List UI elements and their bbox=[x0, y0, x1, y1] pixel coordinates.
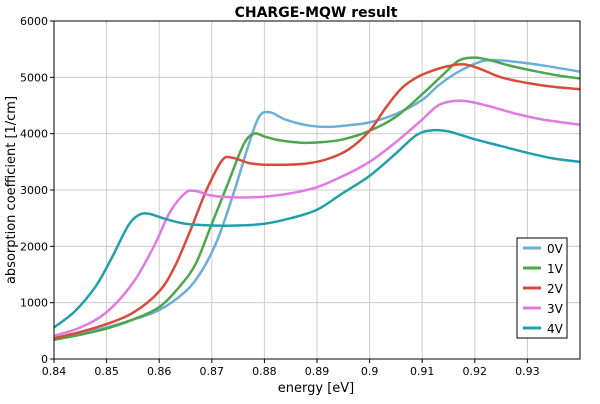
x-axis-label: energy [eV] bbox=[278, 381, 354, 396]
y-tick-label: 5000 bbox=[20, 71, 48, 84]
x-tick-label: 0.87 bbox=[200, 365, 225, 378]
x-tick-label: 0.92 bbox=[463, 365, 488, 378]
legend-label: 3V bbox=[547, 302, 564, 316]
x-tick-label: 0.86 bbox=[147, 365, 172, 378]
chart-title: CHARGE-MQW result bbox=[235, 5, 398, 21]
y-tick-label: 1000 bbox=[20, 297, 48, 310]
ticks: 0.84 0.85 0.86 0.87 0.88 0.89 0.9 0.91 0.92 0.93 0… bbox=[20, 15, 540, 378]
y-tick-label: 0 bbox=[41, 353, 48, 366]
series-layer bbox=[53, 56, 581, 342]
series-line-0v bbox=[53, 58, 581, 341]
x-tick-label: 0.93 bbox=[515, 365, 540, 378]
y-tick-label: 4000 bbox=[20, 128, 48, 141]
y-axis-label: absorption coefficient [1/cm] bbox=[4, 96, 19, 284]
series-line-2v bbox=[53, 63, 581, 340]
legend-label: 1V bbox=[547, 262, 564, 276]
y-tick-label: 6000 bbox=[20, 15, 48, 28]
y-tick-label: 2000 bbox=[20, 240, 48, 253]
x-tick-label: 0.88 bbox=[252, 365, 277, 378]
series-line-3v bbox=[53, 99, 581, 338]
series-line-4v bbox=[53, 128, 581, 329]
x-tick-label: 0.9 bbox=[361, 365, 379, 378]
legend-label: 2V bbox=[547, 282, 564, 296]
y-tick-label: 3000 bbox=[20, 184, 48, 197]
legend-label: 4V bbox=[547, 322, 564, 336]
x-tick-label: 0.84 bbox=[42, 365, 67, 378]
legend-label: 0V bbox=[547, 242, 564, 256]
x-tick-label: 0.89 bbox=[305, 365, 330, 378]
series-line-1v bbox=[53, 56, 581, 342]
x-tick-label: 0.91 bbox=[410, 365, 435, 378]
x-tick-label: 0.85 bbox=[94, 365, 119, 378]
legend: 0V 1V 2V 3V 4V bbox=[516, 237, 568, 339]
